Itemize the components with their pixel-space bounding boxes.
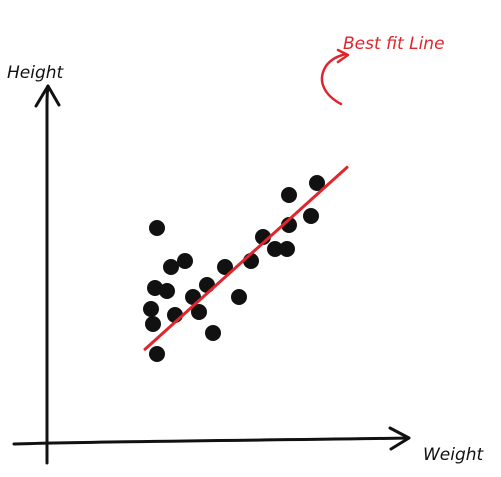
data-point-6 [159, 283, 175, 299]
data-point-8 [163, 259, 179, 275]
data-point-9 [177, 253, 193, 269]
data-point-15 [231, 289, 247, 305]
data-point-23 [309, 175, 325, 191]
data-point-22 [303, 208, 319, 224]
data-point-4 [145, 316, 161, 332]
best-fit-line [143, 165, 349, 351]
y-axis-arrowhead [34, 84, 61, 108]
data-point-20 [281, 217, 297, 233]
data-point-19 [279, 241, 295, 257]
data-point-12 [199, 277, 215, 293]
annotation-arrowhead [336, 48, 350, 64]
data-point-11 [191, 304, 207, 320]
annotation-label: Best fit Line [343, 34, 445, 54]
axes [12, 84, 411, 465]
annotation-arrow [320, 52, 348, 106]
x-axis-label: Weight [423, 445, 485, 465]
data-point-21 [281, 187, 297, 203]
data-point-18 [267, 241, 283, 257]
data-point-5 [149, 346, 165, 362]
annotation: Best fit Line [320, 34, 445, 106]
data-point-13 [205, 325, 221, 341]
data-point-3 [143, 301, 159, 317]
data-point-2 [147, 280, 163, 296]
x-axis-arrowhead [388, 426, 411, 451]
data-point-1 [149, 220, 165, 236]
y-axis-label: Height [7, 63, 65, 83]
data-point-14 [217, 259, 233, 275]
x-axis [12, 436, 410, 446]
y-axis [45, 84, 50, 465]
